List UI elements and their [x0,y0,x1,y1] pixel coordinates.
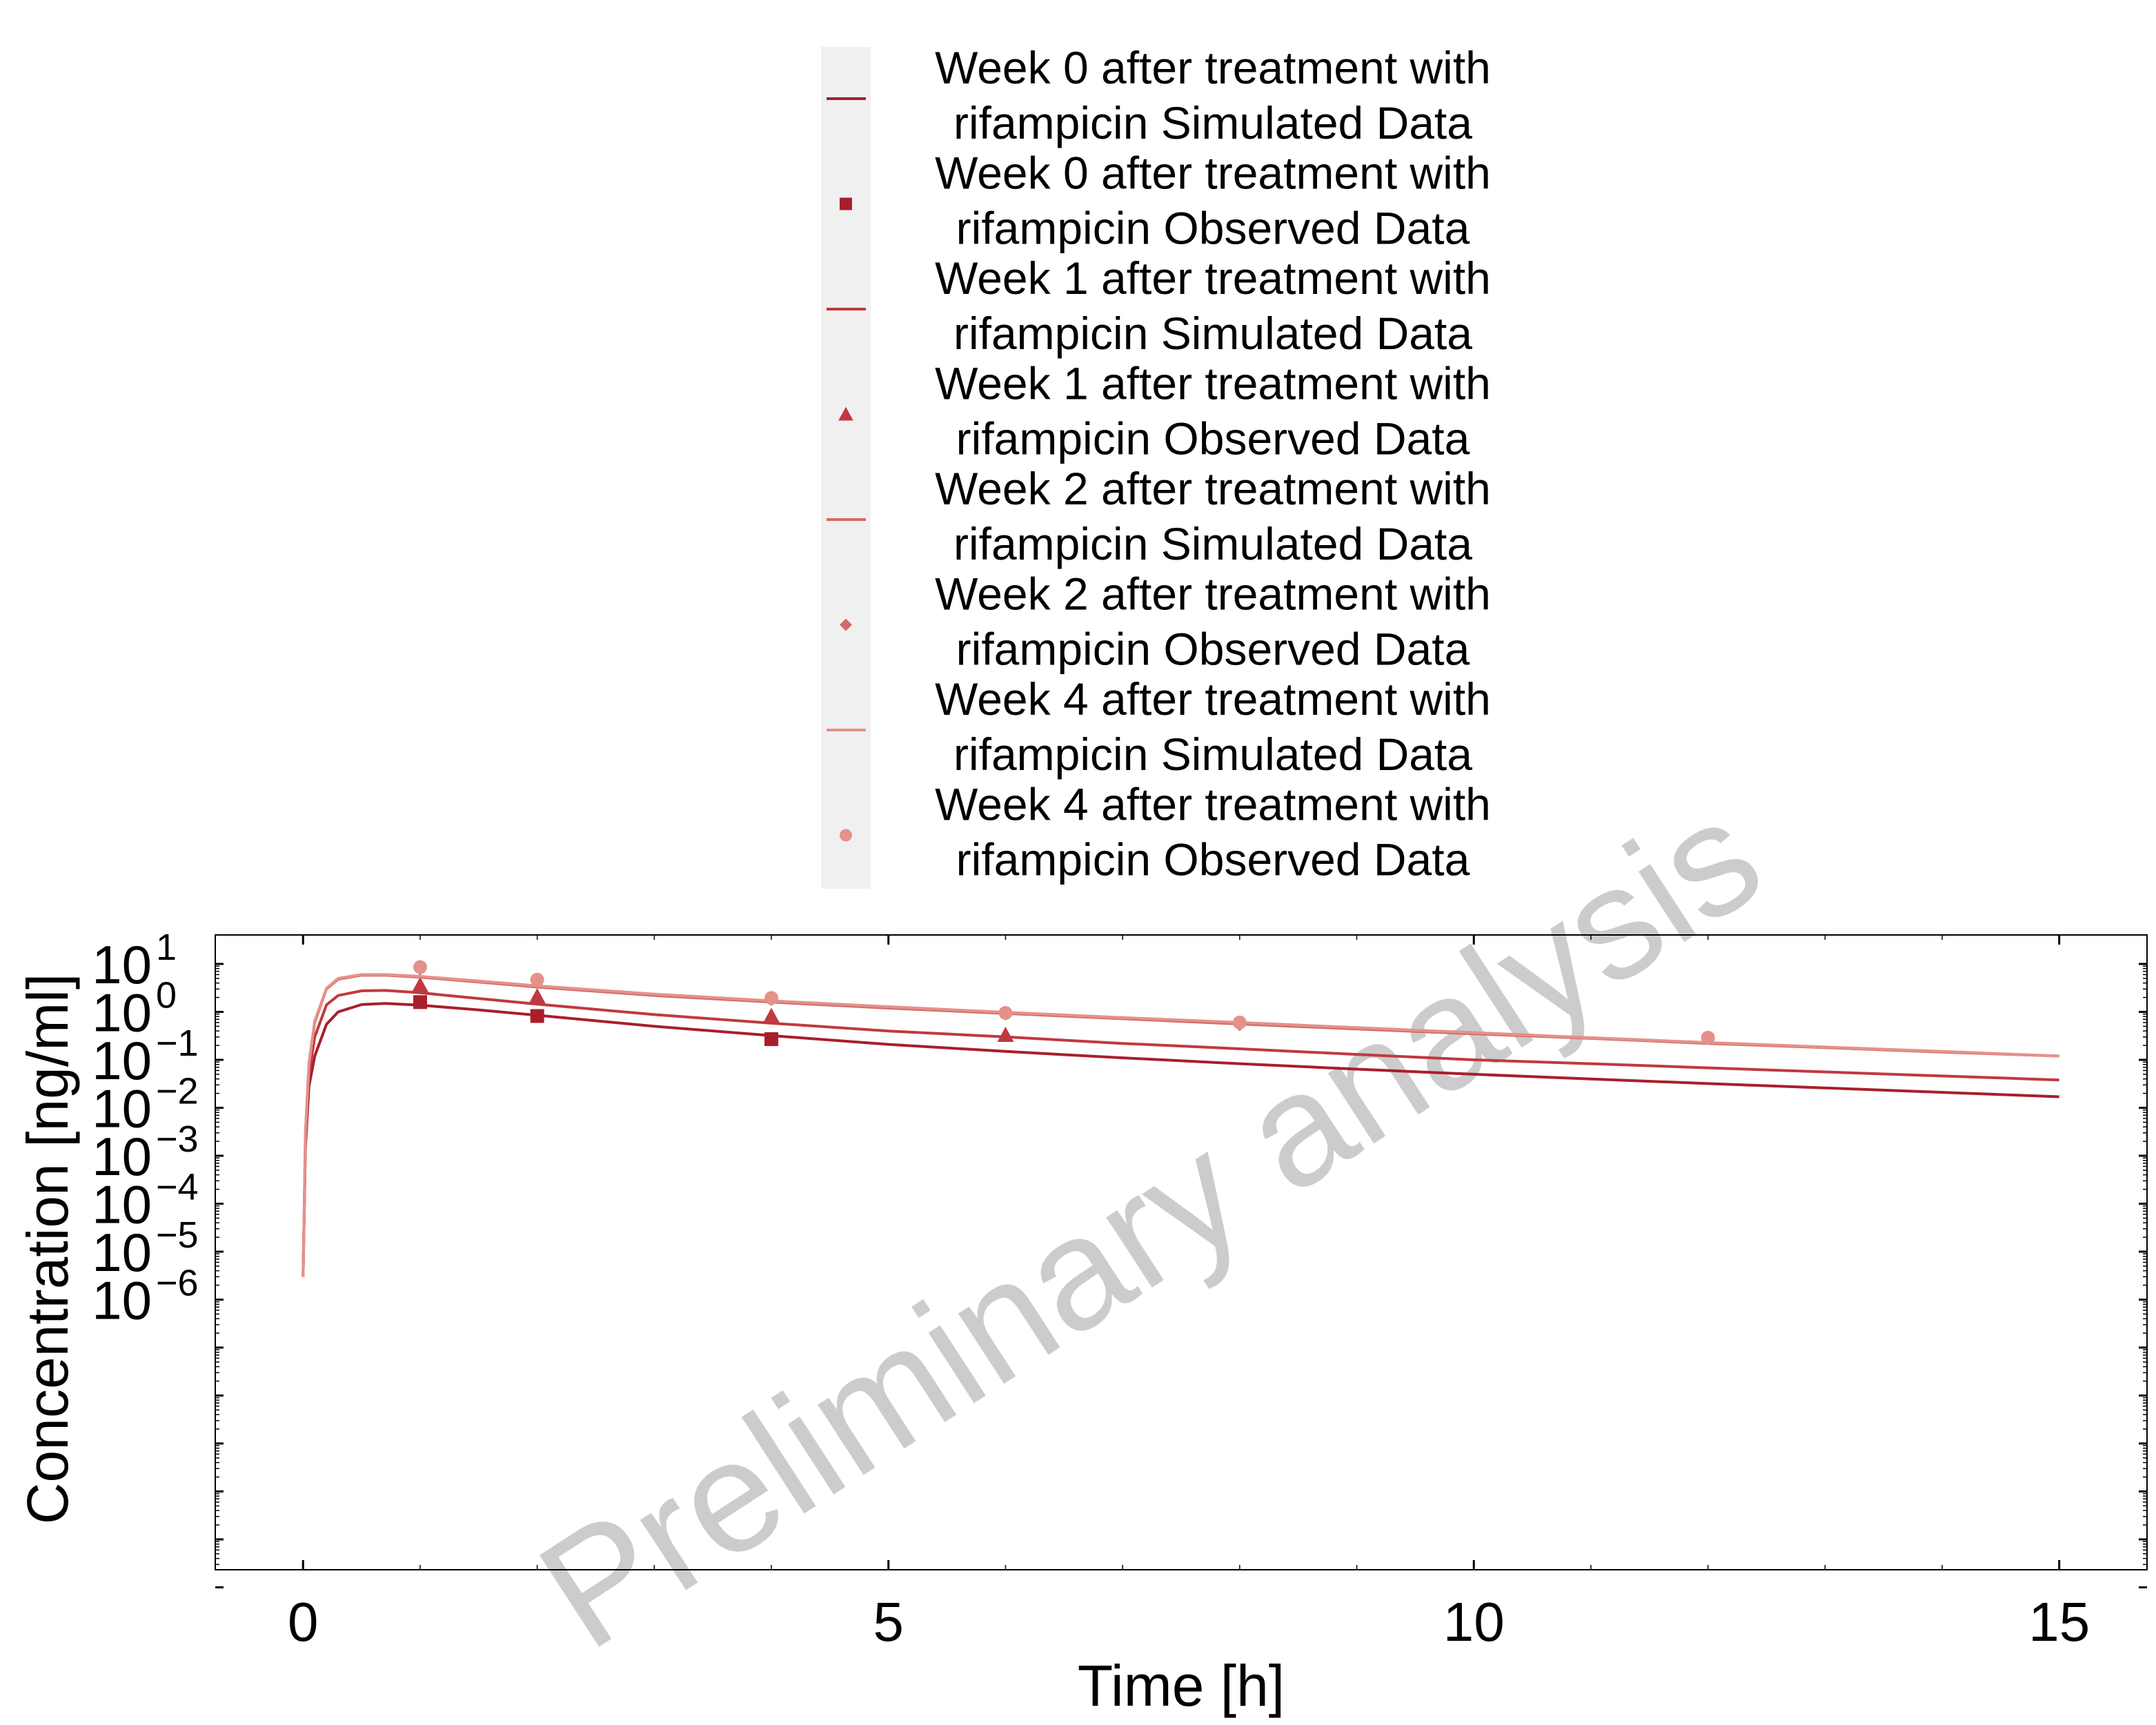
legend-label-line1: Week 0 after treatment with [935,148,1491,199]
y-axis-title: Concentration [ng/ml] [15,974,80,1524]
legend-label-line2: rifampicin Simulated Data [953,308,1472,359]
y-tick-label-exponent: −2 [156,1071,199,1112]
observed-point [764,991,779,1005]
legend-marker-symbol [840,829,852,842]
y-tick-label: 10 [92,1174,152,1235]
legend-label-line2: rifampicin Simulated Data [953,97,1472,148]
watermark-text: Preliminary analysis [510,765,1790,1682]
x-axis: 0 5 10 15 [288,935,2090,1653]
observed-point [530,972,544,987]
x-axis-title: Time [h] [1078,1653,1285,1718]
x-tick-label: 15 [2028,1591,2090,1653]
observed-point [528,988,546,1004]
legend-label-line1: Week 1 after treatment with [935,253,1491,304]
y-tick-label-exponent: 0 [156,975,177,1016]
y-tick-label: 10 [92,934,152,995]
y-tick-label: 10 [92,1222,152,1283]
observed-point [413,995,427,1009]
observed-point [997,1026,1014,1042]
legend-label-line2: rifampicin Simulated Data [953,729,1472,780]
y-tick-label: 10 [92,1030,152,1091]
legend-label-line2: rifampicin Observed Data [956,834,1470,885]
watermark: Preliminary analysis [510,765,1790,1682]
legend-label-line1: Week 0 after treatment with [935,42,1491,93]
legend-marker-symbol [840,618,852,631]
x-tick-label: 10 [1443,1591,1505,1653]
simulated-line-0 [301,1002,2059,1277]
legend-label-line1: Week 4 after treatment with [935,673,1491,724]
y-tick-label-exponent: −6 [156,1263,199,1304]
observed-point [764,1032,779,1047]
y-tick-label-exponent: −4 [156,1167,199,1208]
legend-marker-symbol [838,406,853,421]
y-tick-label-exponent: −5 [156,1214,199,1256]
legend-label-line1: Week 1 after treatment with [935,358,1491,409]
legend-label-line2: rifampicin Observed Data [956,413,1470,464]
observed-point [1232,1015,1247,1029]
observed-point [998,1006,1013,1021]
legend-label-line1: Week 2 after treatment with [935,463,1491,514]
y-tick-label-exponent: −1 [156,1023,199,1064]
observed-point [530,1009,544,1023]
y-tick-label: 10 [92,1078,152,1139]
observed-point [763,1007,780,1023]
legend-label-line2: rifampicin Observed Data [956,624,1470,675]
simulated-line-6 [301,973,2059,1277]
plot-area [301,960,2059,1277]
legend-label-line2: rifampicin Observed Data [956,203,1470,254]
simulated-line-2 [301,989,2059,1277]
observed-point [413,960,427,974]
observed-point [411,976,428,992]
y-tick-label-exponent: −3 [156,1118,199,1160]
y-tick-label: 10 [92,1270,152,1331]
legend-label-line2: rifampicin Simulated Data [953,518,1472,569]
x-tick-label: 0 [288,1591,319,1653]
legend-background [821,47,871,889]
observed-point [1701,1030,1715,1045]
y-tick-label-exponent: 1 [156,927,177,968]
x-tick-label: 5 [873,1591,904,1653]
y-tick-label: 10 [92,983,152,1043]
legend-marker-symbol [840,197,852,210]
y-tick-label: 10 [92,1126,152,1187]
legend-label-line1: Week 4 after treatment with [935,779,1491,830]
legend-label-line1: Week 2 after treatment with [935,569,1491,620]
